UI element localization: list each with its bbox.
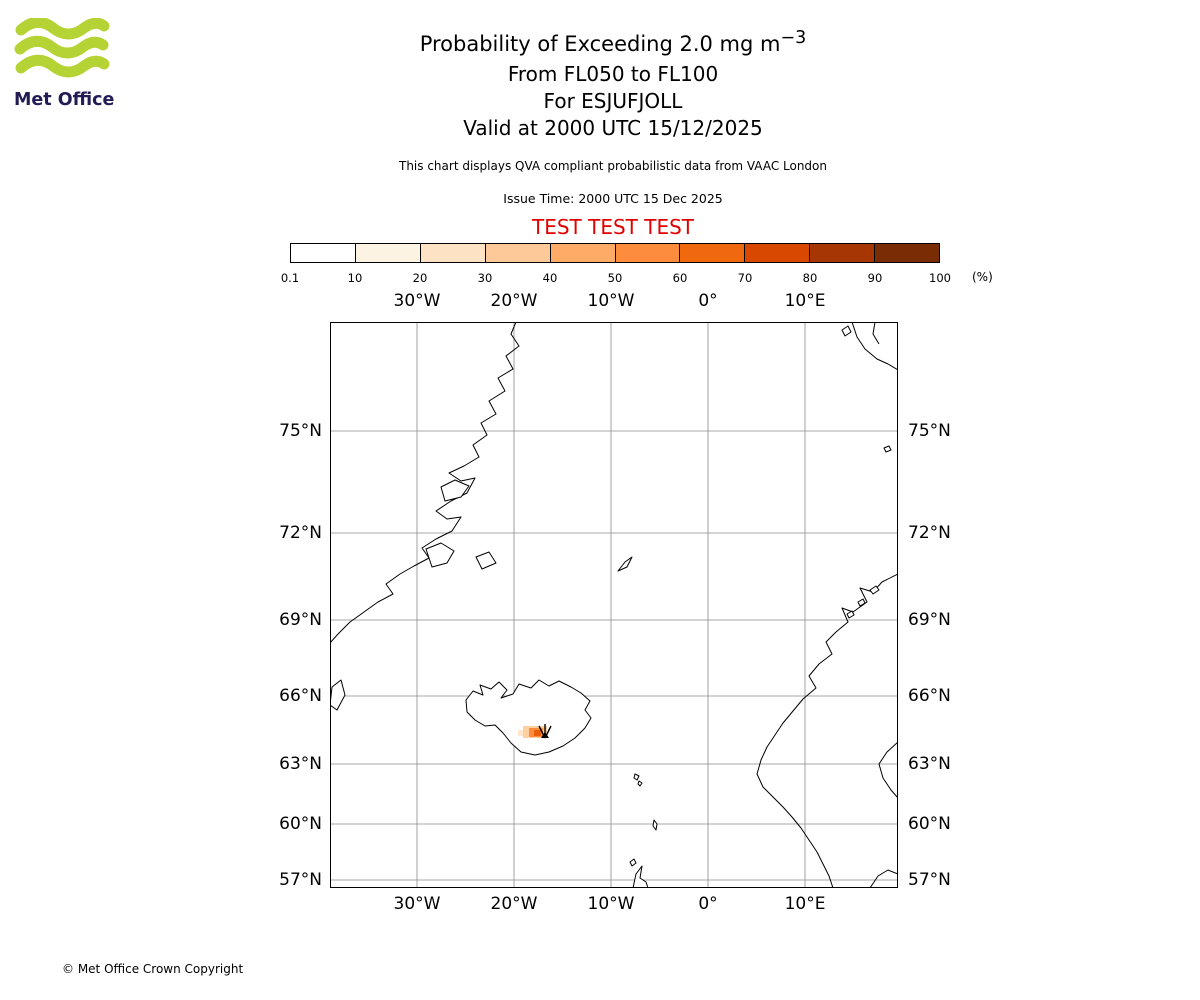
copyright-notice: © Met Office Crown Copyright xyxy=(62,962,244,976)
lon-label-top: 10°E xyxy=(784,291,826,311)
map-canvas xyxy=(329,321,899,889)
svalbard-fjord xyxy=(872,321,880,345)
colorbar-tick: 90 xyxy=(867,271,883,285)
greenland-coast-islet xyxy=(329,679,346,711)
greenland-fjord-island xyxy=(440,479,470,502)
jan-mayen-coastline xyxy=(617,556,633,572)
norway-inner-coast xyxy=(878,741,899,799)
volcano-marker-icon xyxy=(538,724,552,739)
lofoten-islet xyxy=(846,610,855,619)
lon-label-bottom: 20°W xyxy=(490,894,538,914)
lofoten-islet xyxy=(869,585,880,595)
iceland-coastline xyxy=(465,679,592,756)
colorbar-segment xyxy=(810,244,876,262)
lat-label-left: 75°N xyxy=(279,421,322,441)
map-border xyxy=(330,322,898,888)
colorbar-tick: 0.1 xyxy=(280,271,300,285)
page-title: Probability of Exceeding 2.0 mg m−3 xyxy=(420,28,807,56)
shetland-islands xyxy=(652,819,658,831)
page-title-exponent: −3 xyxy=(780,28,807,48)
lat-label-left: 66°N xyxy=(279,686,322,706)
colorbar-tick: 40 xyxy=(542,271,558,285)
colorbar-tick: 30 xyxy=(477,271,493,285)
met-office-logo-text: Met Office xyxy=(14,90,115,110)
lon-label-top: 30°W xyxy=(393,291,441,311)
bear-island xyxy=(883,445,892,453)
lon-label-top: 10°W xyxy=(587,291,635,311)
greenland-fjord-island xyxy=(475,551,497,570)
lat-label-right: 75°N xyxy=(908,421,951,441)
colorbar-tick: 80 xyxy=(802,271,818,285)
coastlines xyxy=(329,321,899,889)
subtitle-valid-time: Valid at 2000 UTC 15/12/2025 xyxy=(463,116,763,140)
colorbar-segment xyxy=(615,244,681,262)
colorbar-segment xyxy=(291,244,356,262)
norway-coastline xyxy=(756,573,899,889)
colorbar-tick: 10 xyxy=(347,271,363,285)
lat-label-right: 69°N xyxy=(908,610,951,630)
colorbar-segment xyxy=(355,244,421,262)
colorbar-tick: 20 xyxy=(412,271,428,285)
probability-colorbar xyxy=(290,243,940,263)
lat-label-right: 66°N xyxy=(908,686,951,706)
map-gridlines xyxy=(330,322,898,888)
test-banner: TEST TEST TEST xyxy=(531,215,695,239)
lofoten-islet xyxy=(857,598,866,607)
lon-label-top: 20°W xyxy=(490,291,538,311)
lon-label-top: 0° xyxy=(698,291,718,311)
scotland-north-coast xyxy=(632,865,649,889)
colorbar-tick: 60 xyxy=(672,271,688,285)
colorbar-unit-label: (%) xyxy=(972,270,993,284)
lat-label-left: 72°N xyxy=(279,523,322,543)
svalbard-islet xyxy=(841,325,852,337)
lat-label-right: 60°N xyxy=(908,814,951,834)
lat-label-left: 60°N xyxy=(279,814,322,834)
colorbar-tick: 100 xyxy=(929,271,951,285)
lon-label-bottom: 0° xyxy=(698,894,718,914)
colorbar-segment xyxy=(745,244,811,262)
lon-label-bottom: 10°W xyxy=(587,894,635,914)
qva-description: This chart displays QVA compliant probab… xyxy=(399,159,827,173)
greenland-coastline xyxy=(329,321,520,644)
lon-label-bottom: 10°E xyxy=(784,894,826,914)
subtitle-flight-levels: From FL050 to FL100 xyxy=(507,62,719,86)
colorbar-segment xyxy=(680,244,746,262)
met-office-logo: Met Office xyxy=(14,16,134,110)
lat-label-right: 57°N xyxy=(908,870,951,890)
issue-time: Issue Time: 2000 UTC 15 Dec 2025 xyxy=(503,191,723,206)
colorbar-segment xyxy=(420,244,486,262)
faroe-islands xyxy=(637,780,643,787)
colorbar-tick: 70 xyxy=(737,271,753,285)
greenland-fjord-island xyxy=(425,542,455,568)
colorbar-segment xyxy=(875,244,940,262)
colorbar-segment xyxy=(485,244,551,262)
lat-label-right: 63°N xyxy=(908,754,951,774)
page-title-text: Probability of Exceeding 2.0 mg m xyxy=(419,32,781,56)
orkney-islet xyxy=(629,858,637,867)
colorbar-segment xyxy=(550,244,616,262)
lat-label-left: 57°N xyxy=(279,870,322,890)
subtitle-volcano: For ESJUFJOLL xyxy=(543,89,683,113)
map-panel xyxy=(329,321,899,889)
lat-label-right: 72°N xyxy=(908,523,951,543)
faroe-islands xyxy=(633,773,640,781)
met-office-logo-waves-icon xyxy=(14,16,110,78)
svalbard-coastline xyxy=(851,321,899,371)
lat-label-left: 69°N xyxy=(279,610,322,630)
lon-label-bottom: 30°W xyxy=(393,894,441,914)
colorbar-tick: 50 xyxy=(607,271,623,285)
norway-south-coast xyxy=(869,869,899,889)
lat-label-left: 63°N xyxy=(279,754,322,774)
